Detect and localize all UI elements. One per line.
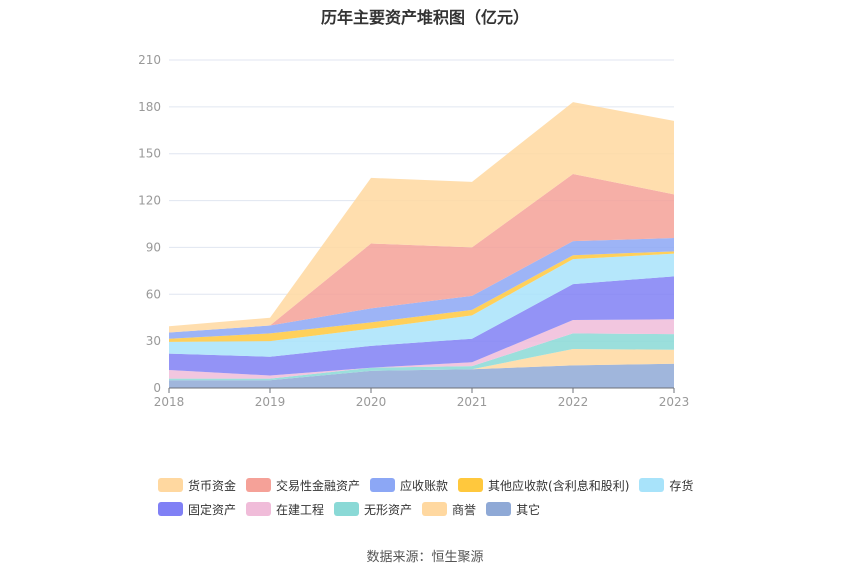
- legend-label: 在建工程: [276, 502, 325, 517]
- legend-swatch: [246, 478, 272, 492]
- area-series-2[interactable]: [169, 333, 674, 381]
- legend-item[interactable]: 货币资金: [158, 477, 236, 494]
- legend-item[interactable]: 无形资产: [334, 501, 412, 518]
- y-tick-label: 60: [146, 287, 161, 301]
- area-series-9[interactable]: [169, 102, 674, 333]
- legend-label: 商誉: [452, 502, 477, 517]
- legend-swatch: [158, 478, 183, 492]
- legend-swatch: [370, 478, 396, 492]
- x-tick-label: 2022: [558, 395, 589, 409]
- y-tick-label: 180: [138, 100, 161, 114]
- legend-item[interactable]: 固定资产: [158, 501, 236, 518]
- legend: 货币资金 交易性金融资产 应收账款 其他应收款(含利息和股利) 存货 固定资产 在建工程 无…: [158, 473, 718, 521]
- y-tick-label: 150: [138, 147, 161, 161]
- data-source: 数据来源：恒生聚源: [366, 550, 484, 565]
- area-series-1[interactable]: [169, 348, 674, 381]
- legend-swatch: [422, 502, 448, 516]
- legend-swatch: [334, 502, 360, 516]
- x-tick-label: 2023: [659, 395, 690, 409]
- area-series-3[interactable]: [169, 319, 674, 379]
- legend-label: 应收账款: [400, 478, 449, 493]
- legend-row: 货币资金 交易性金融资产 应收账款 其他应收款(含利息和股利) 存货: [158, 473, 718, 497]
- axes: 0 30 60 90 120 150 180 210 2018 2019 2020 2021 2022 2…: [138, 53, 689, 409]
- legend-swatch: [639, 478, 665, 492]
- x-tick-label: 2019: [255, 395, 286, 409]
- legend-row: 固定资产 在建工程 无形资产 商誉 其它: [158, 497, 718, 521]
- area-series-8[interactable]: [169, 174, 674, 333]
- legend-label: 交易性金融资产: [276, 478, 361, 493]
- y-tick-label: 0: [153, 381, 161, 395]
- x-tick-label: 2021: [457, 395, 488, 409]
- area-series: [169, 102, 674, 388]
- legend-item[interactable]: 其他应收款(含利息和股利): [458, 477, 629, 494]
- legend-item[interactable]: 应收账款: [370, 477, 448, 494]
- legend-item[interactable]: 存货: [639, 477, 693, 494]
- legend-label: 存货: [669, 478, 694, 493]
- y-tick-label: 30: [146, 334, 161, 348]
- legend-label: 其他应收款(含利息和股利): [488, 478, 630, 493]
- x-tick-label: 2018: [154, 395, 185, 409]
- legend-swatch: [246, 502, 272, 516]
- area-series-0[interactable]: [169, 363, 674, 388]
- legend-label: 其它: [516, 502, 541, 517]
- chart-title: 历年主要资产堆积图（亿元）: [320, 8, 529, 27]
- area-series-7[interactable]: [169, 238, 674, 339]
- legend-swatch: [158, 502, 183, 516]
- y-tick-label: 120: [138, 194, 161, 208]
- legend-item[interactable]: 商誉: [422, 501, 476, 518]
- legend-item[interactable]: 在建工程: [246, 501, 324, 518]
- legend-label: 货币资金: [188, 478, 237, 493]
- legend-swatch: [458, 478, 484, 492]
- area-series-5[interactable]: [169, 253, 674, 357]
- legend-label: 固定资产: [188, 502, 237, 517]
- legend-item[interactable]: 其它: [486, 501, 540, 518]
- legend-label: 无形资产: [364, 502, 413, 517]
- x-tick-label: 2020: [356, 395, 387, 409]
- legend-item[interactable]: 交易性金融资产: [246, 477, 360, 494]
- legend-swatch: [486, 502, 512, 516]
- y-tick-label: 210: [138, 53, 161, 67]
- area-series-4[interactable]: [169, 276, 674, 376]
- y-tick-label: 90: [146, 240, 161, 254]
